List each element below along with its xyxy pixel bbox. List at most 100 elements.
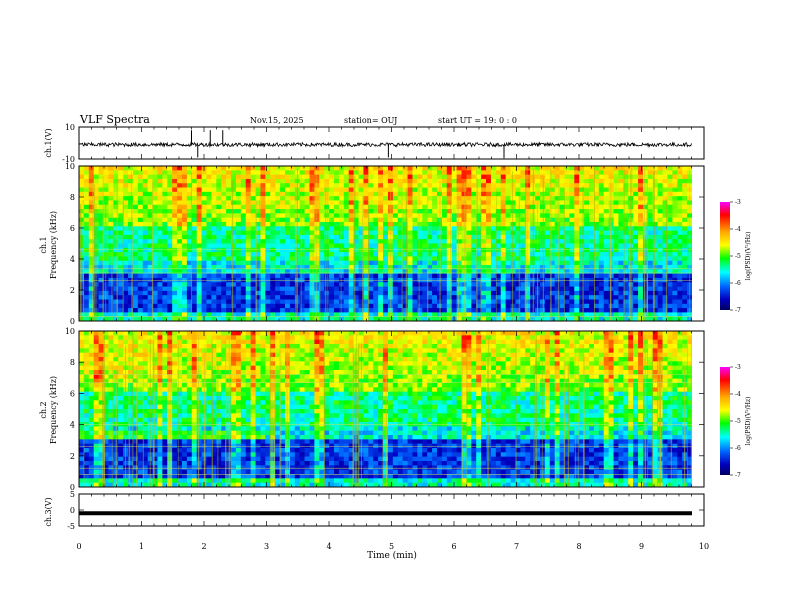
spectrogram-cell [338, 178, 345, 184]
spectrogram-cell [113, 299, 119, 305]
spectrogram-cell [677, 213, 683, 219]
spectrogram-cell [422, 204, 428, 210]
spectrogram-cell [603, 243, 610, 249]
spectrogram-cell [441, 247, 448, 253]
spectrogram-cell [83, 426, 90, 432]
spectrogram-cell [481, 178, 487, 184]
spectrogram-cell [152, 286, 158, 292]
spectrogram-cell [98, 183, 104, 188]
spectrogram-cell [98, 286, 104, 292]
spectrogram-cell [544, 178, 551, 184]
spectrogram-cell [348, 247, 355, 253]
ch1-spectrogram-panel [79, 166, 704, 322]
spectrogram-cell [495, 217, 502, 223]
spectrogram-cell [98, 243, 104, 249]
spectrogram-cell [211, 178, 217, 184]
spectrogram-cell [549, 295, 556, 300]
spectrogram-cell [324, 282, 330, 287]
spectrogram-cell [260, 290, 266, 296]
spectrogram-cell [539, 312, 546, 318]
spectrogram-cell [603, 312, 610, 318]
spectrogram-cell [147, 170, 153, 176]
spectrogram-cell [446, 187, 453, 193]
spectrogram-cell [128, 352, 134, 358]
spectrogram-cell [280, 247, 286, 253]
spectrogram-cell [589, 290, 595, 296]
spectrogram-cell [652, 178, 659, 184]
spectrogram-cell [466, 213, 472, 219]
spectrogram-cell [235, 312, 242, 318]
spectrogram-cell [451, 252, 457, 257]
spectrogram-cell [402, 282, 408, 287]
spectrogram-cell [304, 316, 310, 322]
spectrogram-cell [132, 243, 139, 249]
spectrogram-cell [250, 221, 256, 227]
spectrogram-cell [481, 247, 487, 253]
spectrogram-cell [93, 339, 100, 345]
spectrogram-cell [368, 221, 374, 227]
spectrogram-cell [137, 273, 144, 279]
spectrogram-cell [186, 282, 193, 287]
spectrogram-cell [358, 282, 364, 287]
spectrogram-cell [633, 277, 639, 283]
spectrogram-cell [284, 243, 291, 249]
spectrogram-cell [486, 187, 492, 193]
spectrogram-cell [608, 170, 614, 176]
spectrogram-cell [397, 170, 404, 176]
spectrogram-cell [280, 243, 286, 249]
spectrogram-cell [211, 230, 217, 236]
spectrogram-cell [132, 383, 139, 388]
spectrogram-cell [201, 209, 207, 214]
spectrogram-cell [417, 204, 423, 210]
spectrogram-cell [510, 269, 516, 275]
spectrogram-cell [83, 234, 90, 240]
spectrogram-cell [574, 191, 580, 197]
spectrogram-cell [441, 170, 448, 176]
spectrogram-cell [132, 217, 139, 223]
spectrogram-cell [623, 256, 629, 262]
spectrogram-cell [638, 191, 644, 197]
spectrogram-cell [299, 286, 305, 292]
spectrogram-cell [152, 166, 158, 171]
spectrogram-cell [647, 308, 654, 313]
spectrogram-cell [206, 273, 212, 279]
spectrogram-cell [260, 265, 266, 270]
spectrogram-cell [574, 226, 580, 231]
spectrogram-cell [461, 191, 467, 197]
spectrogram-cell [334, 191, 340, 197]
spectrogram-cell [196, 308, 202, 313]
spectrogram-cell [476, 282, 482, 287]
spectrogram-cell [642, 183, 649, 188]
spectrogram-cell [299, 273, 305, 279]
spectrogram-cell [363, 170, 369, 176]
spectrogram-cell [172, 299, 178, 305]
spectrogram-cell [476, 277, 482, 283]
spectrogram-cell [216, 230, 222, 236]
spectrogram-cell [652, 239, 659, 244]
spectrogram-cell [642, 252, 649, 257]
spectrogram-cell [481, 226, 487, 231]
spectrogram-cell [363, 303, 369, 309]
spectrogram-cell [132, 335, 139, 341]
spectrogram-cell [603, 299, 610, 305]
spectrogram-cell [118, 209, 124, 214]
spectrogram-cell [284, 277, 291, 283]
spectrogram-cell [118, 226, 124, 231]
spectrogram-cell [211, 213, 217, 219]
spectrogram-cell [500, 260, 507, 266]
spectrogram-cell [226, 239, 232, 244]
spectrogram-cell [574, 217, 580, 223]
spectrogram-cell [446, 183, 453, 188]
spectrogram-cell [481, 183, 487, 188]
spectrogram-cell [638, 217, 644, 223]
spectrogram-cell [486, 265, 492, 270]
spectrogram-cell [486, 200, 492, 206]
spectrogram-cell [579, 213, 585, 219]
spectrogram-cell [128, 166, 134, 171]
spectrogram-cell [358, 256, 364, 262]
spectrogram-cell [569, 200, 575, 206]
spectrogram-cell [88, 299, 95, 305]
spectrogram-cell [672, 196, 678, 201]
spectrogram-cell [108, 409, 114, 414]
spectrogram-cell [618, 303, 624, 309]
